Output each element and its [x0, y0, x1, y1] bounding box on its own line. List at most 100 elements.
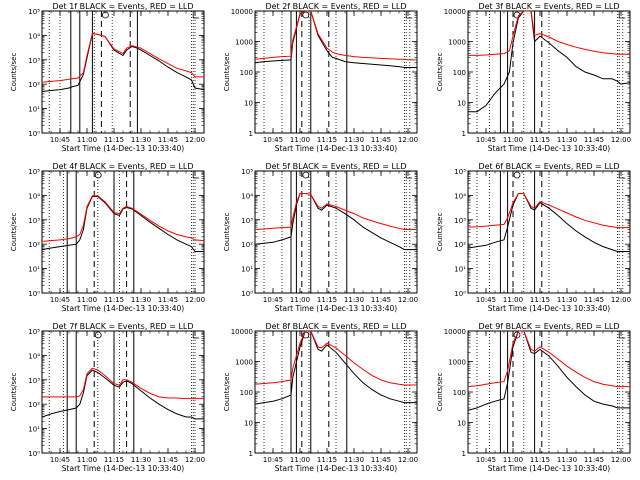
y-axis-label: Counts/sec — [10, 373, 18, 412]
y-tick-label: 10 — [244, 100, 253, 108]
events-series-line — [42, 32, 204, 92]
chart-panel: Det 9f BLACK = Events, RED = LLD 1 10 100 10… — [436, 322, 631, 473]
x-axis-label: Start Time (14-Dec-13 10:33:40) — [488, 304, 610, 313]
chart-title: Det 3f BLACK = Events, RED = LLD — [478, 2, 619, 11]
y-tick-label: 10² — [28, 241, 40, 249]
x-tick-label: 11:45 — [584, 136, 604, 144]
y-tick-label: 1000 — [235, 39, 253, 47]
x-tick-label: 11:30 — [131, 136, 151, 144]
top-marker-corner — [192, 172, 200, 179]
x-tick-label: 12:00 — [611, 136, 631, 144]
y-tick-label: 1 — [249, 130, 253, 138]
chart-panel: Det 6f BLACK = Events, RED = LLD 10⁰ 10¹ 10… — [436, 162, 631, 313]
x-axis-label: Start Time (14-Dec-13 10:33:40) — [488, 464, 610, 473]
lld-series-line — [255, 11, 417, 61]
events-series-line — [255, 11, 417, 68]
top-marker-corner — [192, 332, 200, 339]
y-tick-label: 10¹ — [241, 266, 253, 274]
y-tick-label: 10⁴ — [28, 192, 40, 200]
x-tick-label: 11:00 — [503, 296, 523, 304]
y-tick-label: 10⁰ — [454, 290, 466, 298]
x-tick-label: 11:00 — [77, 136, 97, 144]
y-tick-label: 100 — [240, 69, 253, 77]
y-tick-label: 10⁵ — [28, 328, 40, 336]
x-tick-label: 12:00 — [185, 136, 205, 144]
chart-panel: Det 8f BLACK = Events, RED = LLD 1 10 100 10… — [223, 322, 418, 473]
x-axis-label: Start Time (14-Dec-13 10:33:40) — [62, 464, 184, 473]
chart-panel: Det 3f BLACK = Events, RED = LLD 1 10 100 10… — [436, 2, 631, 153]
x-tick-label: 11:00 — [290, 456, 310, 464]
chart-panel: Det 7f BLACK = Events, RED = LLD 10⁰ 10¹ 10… — [10, 322, 205, 473]
y-axis-label: Counts/sec — [223, 213, 231, 252]
top-marker-circle — [513, 171, 521, 179]
y-tick-label: 1000 — [235, 359, 253, 367]
top-marker-circle — [302, 11, 310, 19]
y-axis-label: Counts/sec — [223, 373, 231, 412]
y-tick-label: 10 — [244, 420, 253, 428]
y-tick-label: 10⁵ — [28, 8, 40, 16]
y-tick-label: 10⁵ — [241, 168, 253, 176]
x-tick-label: 11:00 — [77, 456, 97, 464]
x-axis-label: Start Time (14-Dec-13 10:33:40) — [275, 464, 397, 473]
y-tick-label: 10⁰ — [28, 450, 40, 458]
y-tick-label: 10³ — [28, 57, 40, 65]
top-marker-corner — [618, 12, 626, 19]
plot-frame — [41, 10, 205, 134]
lld-series-line — [468, 11, 630, 56]
x-tick-label: 11:45 — [371, 456, 391, 464]
x-tick-label: 10:45 — [50, 136, 70, 144]
x-tick-label: 10:45 — [50, 296, 70, 304]
lld-series-line — [42, 32, 204, 83]
y-tick-label: 10¹ — [28, 106, 40, 114]
plot-frame — [41, 170, 205, 294]
x-tick-label: 12:00 — [611, 456, 631, 464]
y-tick-label: 10000 — [444, 8, 466, 16]
x-tick-label: 11:45 — [158, 456, 178, 464]
x-tick-label: 10:45 — [50, 456, 70, 464]
top-marker-circle — [102, 11, 109, 19]
x-tick-label: 11:30 — [557, 456, 577, 464]
top-marker-circle — [302, 171, 310, 179]
x-tick-label: 11:15 — [530, 136, 550, 144]
y-axis-label: Counts/sec — [436, 53, 444, 92]
events-series-line — [42, 369, 204, 420]
y-tick-label: 10000 — [231, 328, 253, 336]
x-tick-label: 11:45 — [371, 136, 391, 144]
y-tick-label: 1 — [462, 450, 466, 458]
x-tick-label: 12:00 — [398, 136, 418, 144]
y-tick-label: 10000 — [231, 8, 253, 16]
y-tick-label: 10 — [457, 100, 466, 108]
chart-title: Det 4f BLACK = Events, RED = LLD — [52, 162, 193, 171]
y-tick-label: 10² — [454, 241, 466, 249]
x-axis-label: Start Time (14-Dec-13 10:33:40) — [275, 304, 397, 313]
y-tick-label: 1 — [249, 450, 253, 458]
y-tick-label: 10² — [241, 241, 253, 249]
x-tick-label: 11:15 — [104, 456, 124, 464]
y-tick-label: 1000 — [448, 39, 466, 47]
x-tick-label: 11:15 — [317, 136, 337, 144]
y-axis-label: Counts/sec — [223, 53, 231, 92]
x-tick-label: 11:15 — [317, 456, 337, 464]
x-tick-label: 11:30 — [557, 296, 577, 304]
y-tick-label: 10² — [28, 81, 40, 89]
chart-title: Det 1f BLACK = Events, RED = LLD — [52, 2, 193, 11]
x-tick-label: 11:15 — [104, 296, 124, 304]
top-marker-circle — [94, 331, 102, 339]
y-axis-label: Counts/sec — [10, 213, 18, 252]
x-axis-label: Start Time (14-Dec-13 10:33:40) — [488, 144, 610, 153]
x-axis-label: Start Time (14-Dec-13 10:33:40) — [275, 144, 397, 153]
x-tick-label: 11:15 — [530, 456, 550, 464]
events-series-line — [468, 193, 630, 252]
y-tick-label: 10⁴ — [28, 352, 40, 360]
x-tick-label: 11:45 — [584, 456, 604, 464]
x-tick-label: 11:00 — [290, 136, 310, 144]
x-tick-label: 12:00 — [185, 456, 205, 464]
y-tick-label: 10⁴ — [454, 192, 466, 200]
x-tick-label: 11:15 — [530, 296, 550, 304]
y-tick-label: 10³ — [241, 217, 253, 225]
events-series-line — [468, 331, 630, 411]
y-tick-label: 10⁰ — [241, 290, 253, 298]
top-marker-corner — [405, 172, 413, 179]
chart-title: Det 8f BLACK = Events, RED = LLD — [265, 322, 406, 331]
